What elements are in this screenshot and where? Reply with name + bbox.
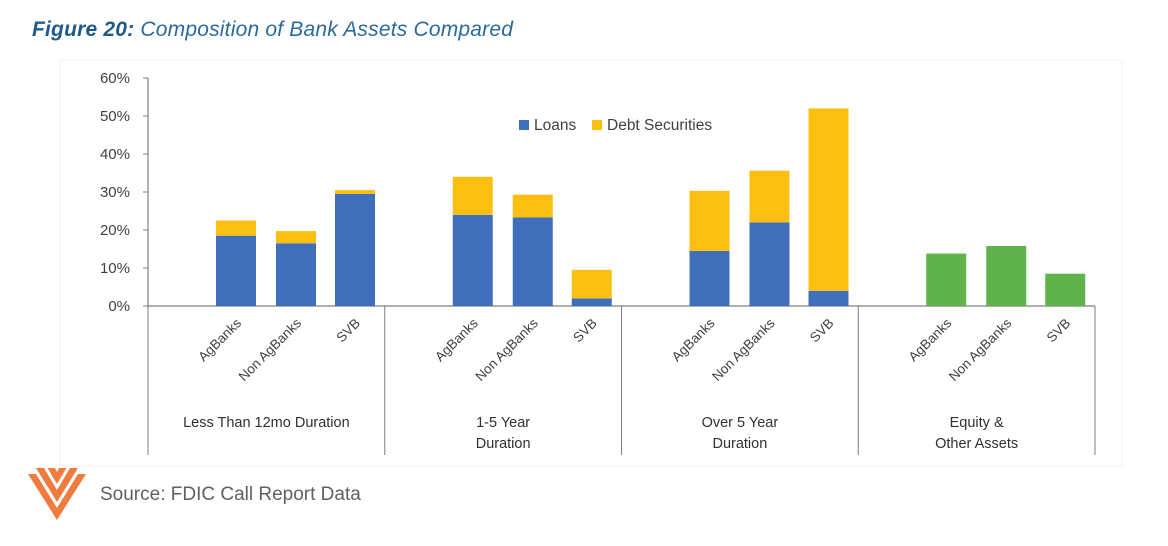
legend-swatch	[592, 120, 602, 130]
bar-loans	[512, 217, 553, 306]
brand-logo-icon	[28, 462, 86, 527]
source-note: Source: FDIC Call Report Data	[100, 484, 361, 505]
group-label: Less Than 12mo Duration	[183, 415, 350, 431]
bar-debt-securities	[749, 170, 790, 223]
y-tick-label: 10%	[100, 260, 130, 277]
bar-debt-securities	[571, 269, 612, 299]
bar-loans	[749, 222, 790, 306]
group-label: Duration	[712, 436, 767, 452]
bar-debt-securities	[452, 176, 493, 215]
y-tick-label: 30%	[100, 184, 130, 201]
bar-debt-securities	[216, 220, 256, 236]
figure-title: Figure 20: Composition of Bank Assets Co…	[32, 18, 513, 42]
legend-label: Loans	[534, 117, 576, 134]
bar-debt-securities	[689, 190, 730, 251]
bar-equity-other	[926, 253, 967, 306]
bar-debt-securities	[276, 231, 316, 244]
bar-loans	[216, 235, 256, 306]
legend-swatch	[519, 120, 529, 130]
y-tick-label: 40%	[100, 146, 130, 163]
bar-loans	[689, 250, 730, 306]
y-tick-label: 20%	[100, 222, 130, 239]
group-label: Over 5 Year	[702, 415, 779, 431]
bar-loans	[452, 214, 493, 306]
legend-label: Debt Securities	[607, 117, 712, 134]
group-label: Other Assets	[935, 436, 1018, 452]
group-label: Equity &	[950, 415, 1004, 431]
group-label: 1-5 Year	[476, 415, 530, 431]
figure-title-text: Composition of Bank Assets Compared	[140, 18, 514, 41]
y-tick-label: 50%	[100, 108, 130, 125]
bar-loans	[808, 290, 849, 306]
group-label: Duration	[476, 436, 531, 452]
bar-equity-other	[986, 245, 1027, 306]
bar-debt-securities	[512, 194, 553, 218]
y-tick-label: 0%	[108, 298, 130, 315]
bar-loans	[276, 243, 316, 306]
bar-loans	[571, 298, 612, 306]
bar-loans	[335, 193, 375, 306]
figure-label: Figure 20:	[32, 18, 135, 41]
bar-equity-other	[1045, 273, 1086, 306]
y-tick-label: 60%	[100, 70, 130, 87]
bar-debt-securities	[335, 190, 375, 194]
bar-debt-securities	[808, 108, 849, 291]
